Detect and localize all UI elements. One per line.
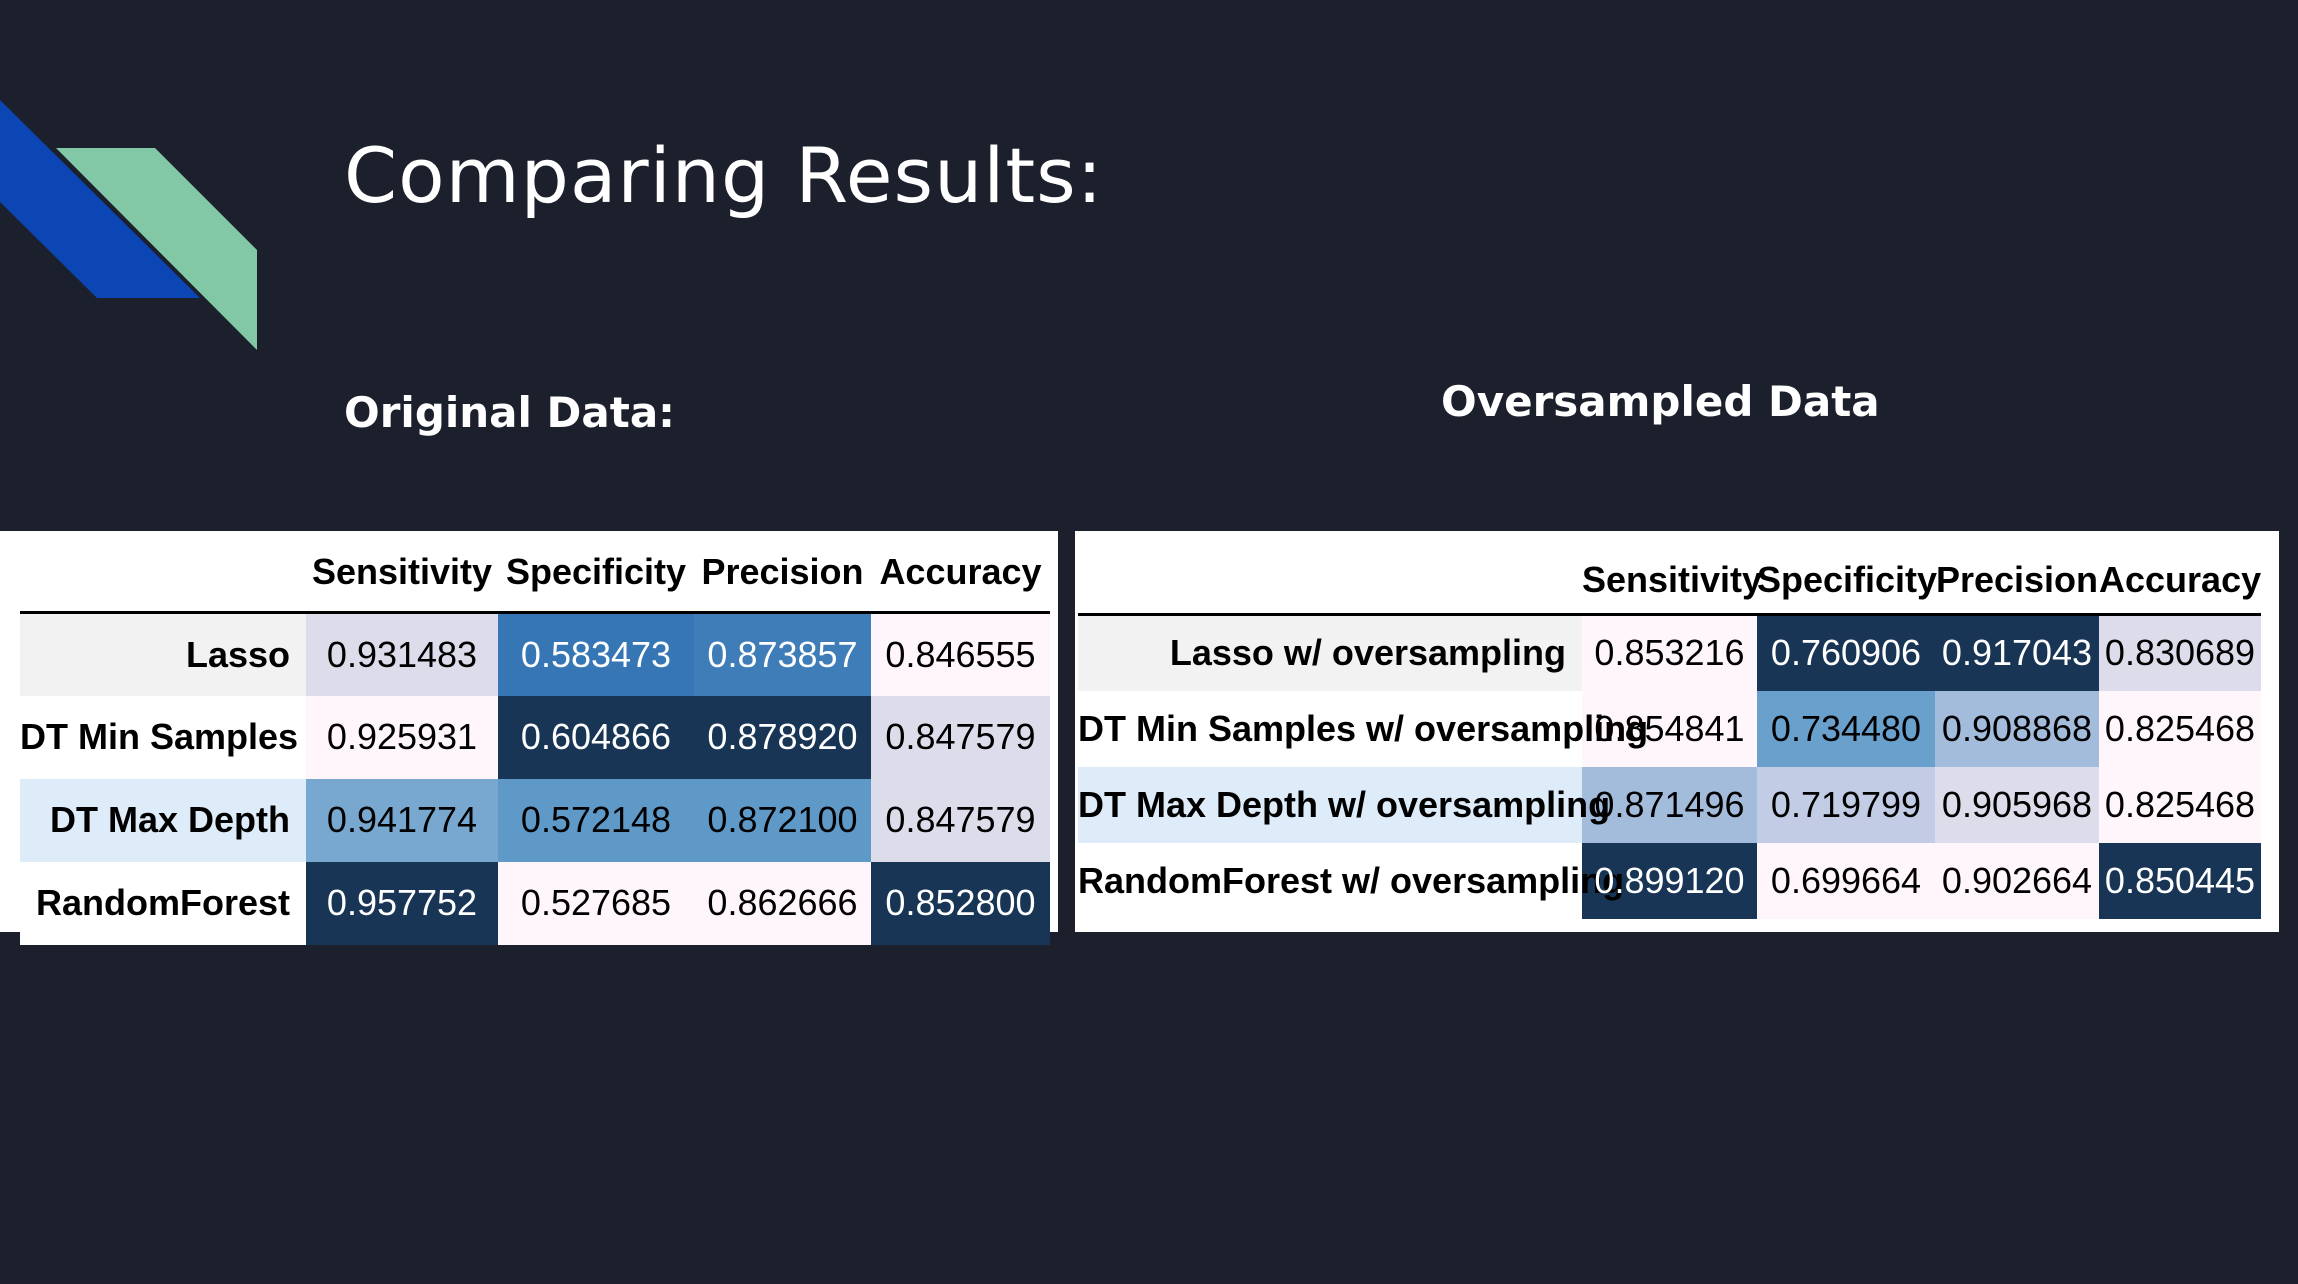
- metric-cell: 0.899120: [1582, 842, 1757, 919]
- column-header: Accuracy: [2099, 531, 2261, 616]
- column-header: Precision: [1935, 531, 2099, 616]
- metric-cell: 0.527685: [498, 861, 694, 945]
- metric-cell: 0.941774: [306, 778, 498, 862]
- metric-cell: 0.917043: [1935, 614, 2099, 691]
- original-data-heading: Original Data:: [344, 388, 675, 437]
- metric-cell: 0.925931: [306, 695, 498, 779]
- metric-cell: 0.830689: [2099, 614, 2261, 691]
- row-label: DT Max Depth: [20, 778, 306, 862]
- table-row: DT Max Depth w/ oversampling 0.871496 0.…: [1078, 766, 2261, 843]
- row-label: Lasso: [20, 612, 306, 696]
- metric-cell: 0.902664: [1935, 842, 2099, 919]
- metric-cell: 0.872100: [694, 778, 871, 862]
- metric-cell: 0.852800: [871, 861, 1050, 945]
- table-row: Lasso w/ oversampling 0.853216 0.760906 …: [1078, 614, 2261, 691]
- metric-cell: 0.871496: [1582, 766, 1757, 843]
- corner-header: [20, 531, 306, 614]
- row-label: DT Max Depth w/ oversampling: [1078, 766, 1610, 843]
- metric-cell: 0.862666: [694, 861, 871, 945]
- column-header: Sensitivity: [306, 531, 498, 614]
- decorative-chevron-graphic: [0, 100, 257, 350]
- row-label: Lasso w/ oversampling: [1078, 614, 1582, 691]
- metric-cell: 0.957752: [306, 861, 498, 945]
- metric-cell: 0.853216: [1582, 614, 1757, 691]
- metric-cell: 0.719799: [1757, 766, 1935, 843]
- oversampled-results-panel: Sensitivity Specificity Precision Accura…: [1075, 531, 2279, 932]
- column-header: Specificity: [1757, 531, 1937, 616]
- metric-cell: 0.604866: [498, 695, 694, 779]
- metric-cell: 0.850445: [2099, 842, 2261, 919]
- metric-cell: 0.583473: [498, 612, 694, 696]
- metric-cell: 0.847579: [871, 778, 1050, 862]
- metric-cell: 0.760906: [1757, 614, 1935, 691]
- metric-cell: 0.572148: [498, 778, 694, 862]
- column-header: Accuracy: [871, 531, 1050, 614]
- row-label: DT Min Samples w/ oversampling: [1078, 690, 1648, 767]
- corner-header: [1078, 531, 1582, 616]
- metric-cell: 0.931483: [306, 612, 498, 696]
- metric-cell: 0.734480: [1757, 690, 1935, 767]
- metric-cell: 0.847579: [871, 695, 1050, 779]
- row-label: RandomForest: [20, 861, 306, 945]
- table-row: DT Max Depth 0.941774 0.572148 0.872100 …: [20, 778, 1050, 862]
- metric-cell: 0.873857: [694, 612, 871, 696]
- metric-cell: 0.846555: [871, 612, 1050, 696]
- metric-cell: 0.905968: [1935, 766, 2099, 843]
- table-row: DT Min Samples w/ oversampling 0.854841 …: [1078, 690, 2261, 767]
- row-label: DT Min Samples: [20, 695, 306, 779]
- metric-cell: 0.878920: [694, 695, 871, 779]
- table-row: RandomForest 0.957752 0.527685 0.862666 …: [20, 861, 1050, 945]
- metric-cell: 0.825468: [2099, 690, 2261, 767]
- oversampled-data-heading: Oversampled Data: [1441, 377, 1880, 426]
- row-label: RandomForest w/ oversampling: [1078, 842, 1624, 919]
- metric-cell: 0.854841: [1582, 690, 1757, 767]
- oversampled-results-table: Sensitivity Specificity Precision Accura…: [1078, 531, 2261, 919]
- metric-cell: 0.699664: [1757, 842, 1935, 919]
- table-header-row: Sensitivity Specificity Precision Accura…: [20, 531, 1050, 614]
- original-results-table: Sensitivity Specificity Precision Accura…: [20, 531, 1050, 945]
- column-header: Specificity: [498, 531, 694, 614]
- original-results-panel: Sensitivity Specificity Precision Accura…: [0, 531, 1058, 945]
- blue-chevron-stripe: [0, 100, 200, 298]
- table-row: Lasso 0.931483 0.583473 0.873857 0.84655…: [20, 612, 1050, 696]
- green-chevron-stripe: [56, 148, 257, 350]
- table-row: RandomForest w/ oversampling 0.899120 0.…: [1078, 842, 2261, 919]
- column-header: Precision: [694, 531, 871, 614]
- metric-cell: 0.908868: [1935, 690, 2099, 767]
- metric-cell: 0.825468: [2099, 766, 2261, 843]
- table-header-row: Sensitivity Specificity Precision Accura…: [1078, 531, 2261, 616]
- column-header: Sensitivity: [1582, 531, 1762, 616]
- page-title: Comparing Results:: [344, 131, 1104, 220]
- table-row: DT Min Samples 0.925931 0.604866 0.87892…: [20, 695, 1050, 779]
